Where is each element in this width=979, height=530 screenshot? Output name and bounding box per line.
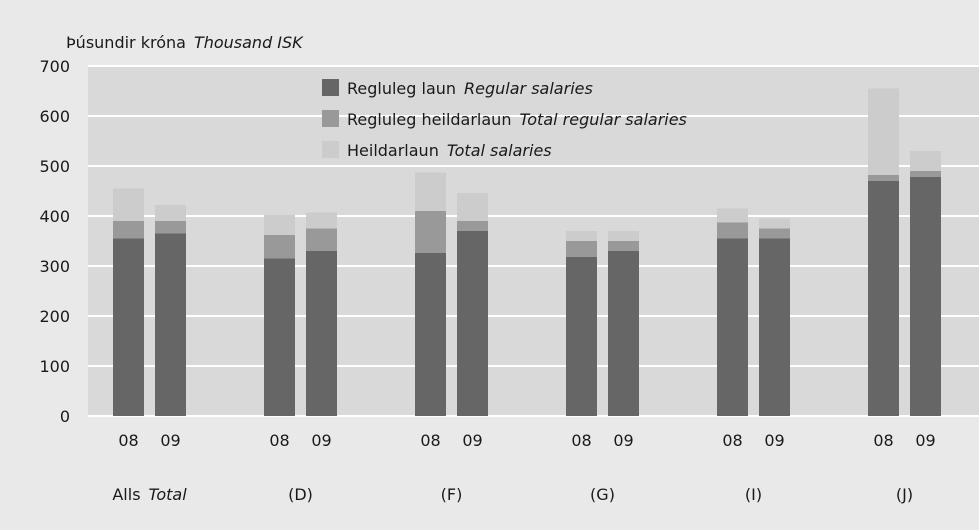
bar-segment-total-regular-salaries: [415, 211, 446, 253]
legend-label-total-salaries: Heildarlaun Total salaries: [347, 141, 552, 160]
x-tick-label: 09: [311, 431, 331, 450]
bar-segment-regular-salaries: [566, 257, 597, 416]
bar-segment-total-regular-salaries: [759, 228, 790, 239]
x-tick-label: 08: [722, 431, 742, 450]
y-tick-label: 500: [39, 157, 70, 176]
legend-swatch-total-salaries: [322, 141, 339, 158]
bar-segment-total-regular-salaries: [868, 175, 899, 181]
bar-segment-total-regular-salaries: [457, 221, 488, 231]
legend-label-regular-salaries: Regluleg laun Regular salaries: [347, 79, 593, 98]
x-tick-label: 09: [160, 431, 180, 450]
bar-segment-total-salaries: [717, 208, 748, 223]
x-axis-ticks: 08 09 08 09 08 09 08 09 08 09 08 09: [118, 431, 935, 450]
bar-segment-total-salaries: [264, 215, 295, 235]
group-label: (I): [745, 485, 762, 504]
bar-segment-total-salaries: [566, 231, 597, 241]
bar-segment-regular-salaries: [910, 177, 941, 416]
x-tick-label: 09: [915, 431, 935, 450]
y-tick-label: 0: [60, 407, 70, 426]
group-label: (D): [288, 485, 313, 504]
group-label: (G): [590, 485, 615, 504]
bar-segment-total-regular-salaries: [910, 171, 941, 177]
y-tick-label: 400: [39, 207, 70, 226]
x-tick-label: 09: [764, 431, 784, 450]
y-axis-ticks: 0 100 200 300 400 500 600 700: [39, 57, 70, 426]
bars: [113, 88, 941, 416]
bar-segment-regular-salaries: [415, 253, 446, 416]
bar-segment-total-salaries: [910, 151, 941, 171]
group-label: Alls Total: [112, 485, 187, 504]
bar-segment-total-salaries: [306, 212, 337, 229]
x-tick-label: 09: [613, 431, 633, 450]
bar-segment-total-salaries: [155, 205, 186, 221]
y-tick-label: 700: [39, 57, 70, 76]
gridlines: [88, 65, 979, 417]
legend-label-total-regular-salaries: Regluleg heildarlaun Total regular salari…: [347, 110, 687, 129]
y-tick-label: 600: [39, 107, 70, 126]
group-labels: Alls Total (D) (F) (G) (I) (J): [112, 485, 913, 504]
bar-segment-regular-salaries: [868, 181, 899, 416]
legend-item-total-salaries: Heildarlaun Total salaries: [322, 141, 552, 160]
bar-segment-total-salaries: [868, 88, 899, 175]
legend-swatch-regular-salaries: [322, 79, 339, 96]
y-tick-label: 200: [39, 307, 70, 326]
bar-segment-total-regular-salaries: [306, 228, 337, 251]
bar-segment-total-regular-salaries: [608, 241, 639, 251]
x-tick-label: 08: [420, 431, 440, 450]
x-tick-label: 08: [269, 431, 289, 450]
x-tick-label: 08: [118, 431, 138, 450]
group-label: (F): [441, 485, 463, 504]
legend-item-total-regular-salaries: Regluleg heildarlaun Total regular salari…: [322, 110, 687, 129]
bar-segment-regular-salaries: [759, 238, 790, 416]
bar-segment-total-salaries: [759, 218, 790, 229]
bar-segment-regular-salaries: [457, 231, 488, 416]
legend: Regluleg laun Regular salaries Regluleg h…: [322, 79, 687, 160]
bar-segment-regular-salaries: [608, 251, 639, 416]
bar-segment-regular-salaries: [155, 233, 186, 416]
x-tick-label: 08: [873, 431, 893, 450]
unit-label: Þúsundir króna Thousand ISK: [66, 33, 304, 52]
y-tick-label: 300: [39, 257, 70, 276]
bar-segment-total-regular-salaries: [717, 222, 748, 239]
bar-segment-regular-salaries: [717, 238, 748, 416]
y-tick-label: 100: [39, 357, 70, 376]
bar-segment-regular-salaries: [113, 238, 144, 416]
bar-segment-total-salaries: [415, 172, 446, 211]
bar-segment-regular-salaries: [306, 251, 337, 416]
bar-segment-total-regular-salaries: [155, 221, 186, 234]
x-tick-label: 09: [462, 431, 482, 450]
group-label: (J): [896, 485, 913, 504]
bar-segment-regular-salaries: [264, 258, 295, 416]
bar-segment-total-regular-salaries: [113, 221, 144, 239]
x-tick-label: 08: [571, 431, 591, 450]
bar-segment-total-regular-salaries: [264, 235, 295, 259]
plot-area: [88, 66, 979, 416]
bar-segment-total-salaries: [457, 193, 488, 221]
legend-swatch-total-regular-salaries: [322, 110, 339, 127]
bar-segment-total-salaries: [608, 231, 639, 241]
legend-item-regular-salaries: Regluleg laun Regular salaries: [322, 79, 593, 98]
bar-segment-total-regular-salaries: [566, 241, 597, 257]
bar-segment-total-salaries: [113, 188, 144, 221]
